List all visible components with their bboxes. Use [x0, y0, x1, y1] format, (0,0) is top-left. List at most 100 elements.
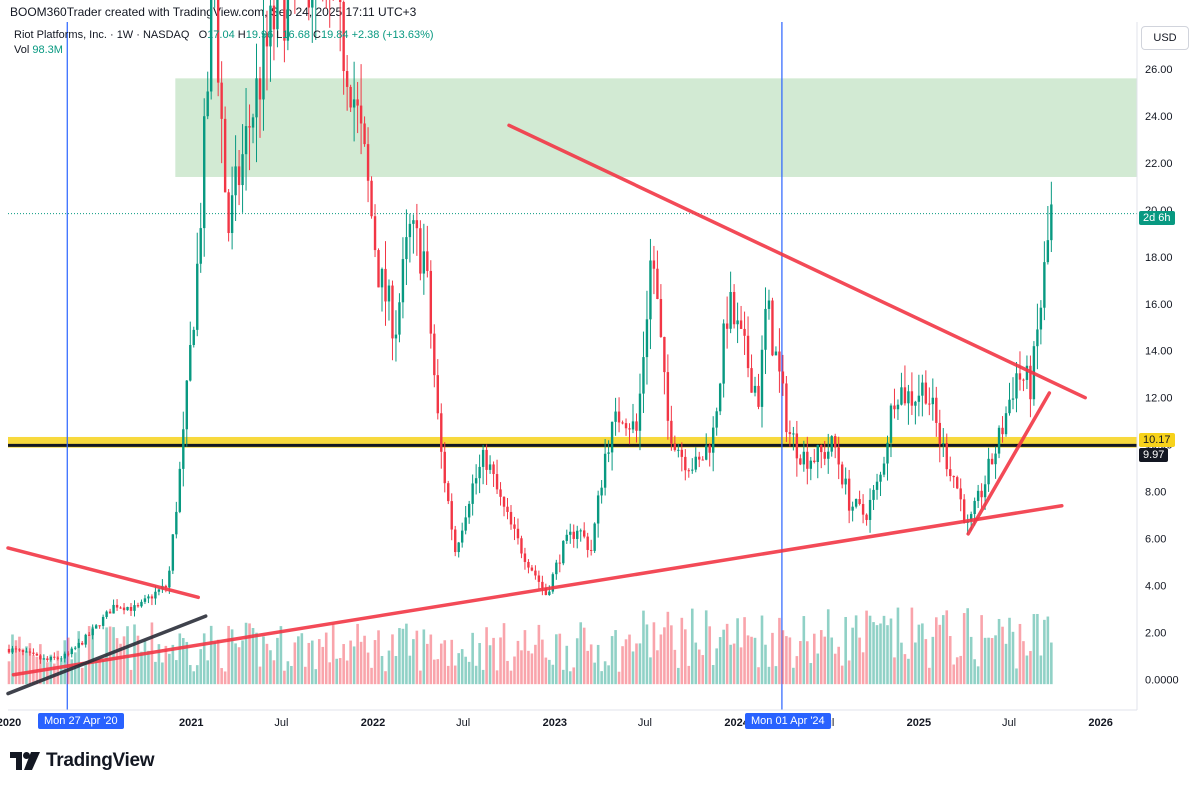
- candle-body: [767, 300, 771, 309]
- author-line: BOOM360Trader created with TradingView.c…: [10, 5, 417, 19]
- volume-bar: [673, 649, 677, 685]
- trendlines[interactable]: [6, 123, 1087, 696]
- volume-bar: [596, 644, 600, 685]
- volume-bar: [816, 653, 820, 685]
- candle-body: [837, 447, 840, 465]
- symbol-label[interactable]: Riot Platforms, Inc. · 1W · NASDAQ: [14, 29, 190, 41]
- candle-body: [861, 504, 865, 515]
- volume-bar: [317, 639, 321, 685]
- candle-body: [666, 372, 670, 421]
- volume-bar: [868, 615, 872, 685]
- volume-bar: [1015, 668, 1018, 685]
- volume-bar: [903, 654, 907, 685]
- candle-body: [980, 490, 983, 498]
- candle-body: [774, 351, 778, 356]
- candle-body: [586, 536, 589, 550]
- candle-body: [854, 499, 858, 507]
- candle-body: [809, 460, 813, 469]
- candle-body: [708, 445, 711, 453]
- volume-bar: [652, 622, 656, 685]
- candle-body: [447, 483, 450, 502]
- volume-bar: [415, 630, 419, 685]
- volume-bar: [764, 644, 767, 685]
- candle-body: [711, 427, 715, 453]
- volume-bar: [220, 668, 223, 685]
- volume-bar: [690, 608, 694, 685]
- volume-bar: [701, 655, 705, 685]
- candle-body: [422, 251, 426, 274]
- candle-body: [345, 71, 349, 87]
- volume-bar: [865, 610, 868, 685]
- candle-body: [338, 0, 342, 3]
- steep-support-trendline: [966, 391, 1052, 536]
- volume-bar: [757, 667, 760, 685]
- candle-body: [558, 562, 562, 564]
- volume-bar: [101, 659, 105, 685]
- candle-body: [150, 596, 154, 599]
- candle-body: [589, 549, 593, 551]
- candle-body: [1036, 329, 1039, 347]
- candle-body: [307, 0, 311, 8]
- candle-body: [230, 195, 234, 234]
- candle-body: [56, 657, 60, 659]
- volume-bar: [966, 608, 969, 685]
- candle-body: [530, 567, 534, 571]
- candle-body: [795, 433, 799, 459]
- volume-bar: [1032, 614, 1036, 685]
- volume-bar: [213, 641, 216, 685]
- candle-body: [631, 421, 635, 430]
- volume-bar: [677, 667, 680, 685]
- volume-bar: [711, 665, 715, 685]
- volume-bar: [25, 646, 28, 685]
- volume-bar: [513, 656, 516, 685]
- candle-body: [349, 86, 352, 108]
- candle-body: [799, 458, 802, 465]
- candle-body: [140, 601, 143, 607]
- candle-body: [753, 385, 757, 393]
- candle-body: [122, 607, 126, 611]
- volume-bar: [806, 641, 809, 685]
- volume-bar: [861, 652, 865, 685]
- volume-bar: [269, 650, 272, 685]
- volume-bar: [248, 623, 251, 685]
- currency-button[interactable]: USD: [1141, 26, 1189, 50]
- candle-body: [342, 2, 345, 72]
- candle-body: [182, 429, 185, 469]
- volume-bar: [924, 639, 928, 685]
- volume-bar: [781, 630, 785, 685]
- candle-body: [14, 648, 18, 650]
- candle-body: [834, 436, 837, 448]
- footer-brand[interactable]: TradingView: [10, 748, 155, 774]
- volume-bar: [412, 639, 415, 685]
- volume-bar: [112, 627, 115, 685]
- volume-bar: [363, 635, 366, 685]
- candle-body: [499, 489, 502, 497]
- volume-bar: [488, 645, 492, 685]
- volume-bar: [230, 629, 234, 685]
- candle-body: [635, 421, 638, 431]
- level-lower-tag: 9.97: [1139, 448, 1169, 462]
- candle-body: [286, 0, 290, 41]
- volume-bar: [687, 665, 691, 685]
- candle-body: [694, 456, 697, 470]
- volume-bar: [453, 665, 457, 685]
- volume-bar: [523, 630, 527, 685]
- volume-bar: [854, 615, 858, 685]
- candle-body: [649, 260, 652, 320]
- candle-body: [398, 302, 401, 335]
- volume-bar: [209, 625, 213, 685]
- candle-body: [931, 397, 935, 405]
- candle-body: [760, 349, 764, 407]
- candle-body: [1011, 398, 1015, 400]
- candle-body: [865, 514, 868, 520]
- candle-body: [227, 192, 230, 234]
- candle-body: [621, 422, 624, 424]
- candle-body: [283, 0, 286, 41]
- candle-body: [565, 534, 568, 541]
- candle-body: [237, 166, 241, 186]
- volume-bar: [492, 637, 495, 685]
- volume-bar: [823, 636, 827, 685]
- volume-bar: [896, 607, 900, 685]
- candle-body: [391, 285, 394, 339]
